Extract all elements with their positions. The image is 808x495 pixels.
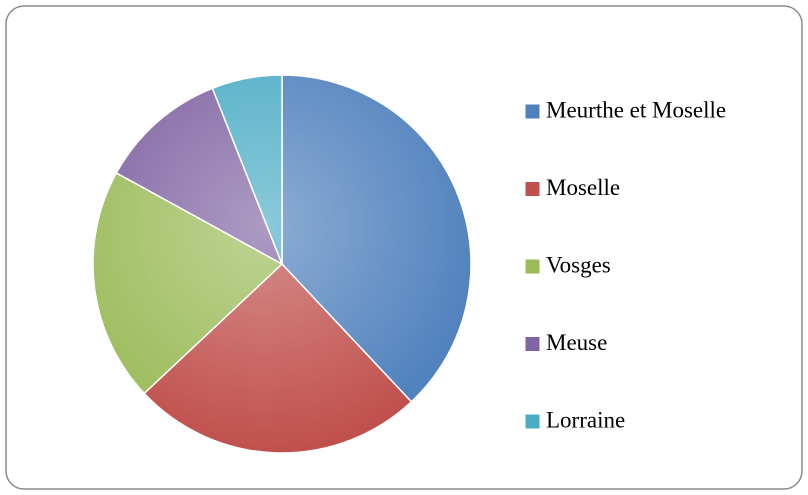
legend: Meurthe et Moselle Moselle Vosges Meuse Lorr… bbox=[524, 97, 726, 432]
pie bbox=[92, 74, 472, 454]
legend-label: Vosges bbox=[546, 252, 611, 277]
legend-swatch bbox=[524, 103, 541, 120]
legend-swatch bbox=[524, 413, 541, 430]
legend-label: Moselle bbox=[546, 175, 620, 200]
legend-swatch bbox=[524, 258, 541, 275]
legend-label: Lorraine bbox=[546, 407, 625, 432]
legend-label: Meuse bbox=[546, 330, 607, 355]
legend-label: Meurthe et Moselle bbox=[546, 97, 726, 122]
legend-swatch bbox=[524, 181, 541, 197]
legend-swatch bbox=[524, 336, 541, 352]
